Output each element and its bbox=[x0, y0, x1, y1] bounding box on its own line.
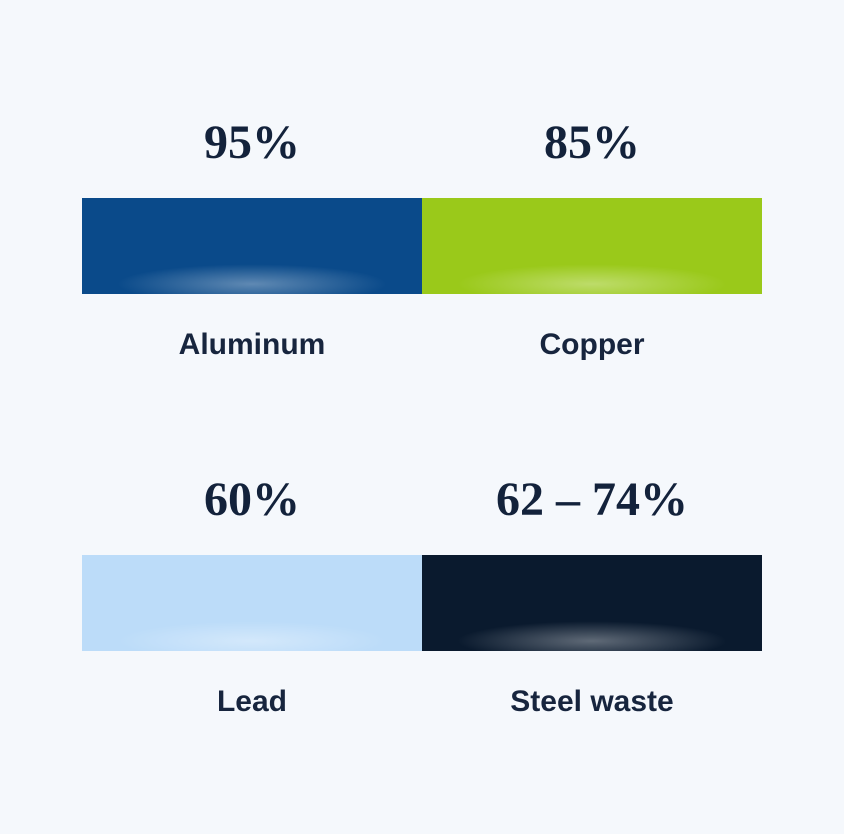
material-label: Aluminum bbox=[82, 328, 422, 362]
label-cell: Copper bbox=[422, 328, 762, 362]
cell-copper: 85% bbox=[422, 115, 762, 198]
percent-value: 95% bbox=[82, 115, 422, 170]
percent-value: 60% bbox=[82, 472, 422, 527]
bar-row bbox=[82, 198, 762, 294]
percent-pair: 60% 62 – 74% bbox=[82, 472, 762, 555]
cell-lead: 60% bbox=[82, 472, 422, 555]
material-label: Lead bbox=[82, 685, 422, 719]
cell-steel: 62 – 74% bbox=[422, 472, 762, 555]
cell-aluminum: 95% bbox=[82, 115, 422, 198]
label-cell: Steel waste bbox=[422, 685, 762, 719]
bar-aluminum bbox=[82, 198, 422, 294]
bar-row bbox=[82, 555, 762, 651]
infographic-row-2: 60% 62 – 74% Lead Steel waste bbox=[80, 472, 764, 719]
label-cell: Aluminum bbox=[82, 328, 422, 362]
infographic-row-1: 95% 85% Aluminum Copper bbox=[80, 115, 764, 362]
label-cell: Lead bbox=[82, 685, 422, 719]
material-label: Copper bbox=[422, 328, 762, 362]
material-label: Steel waste bbox=[422, 685, 762, 719]
bar-steel bbox=[422, 555, 762, 651]
percent-value: 85% bbox=[422, 115, 762, 170]
percent-value: 62 – 74% bbox=[422, 472, 762, 527]
label-pair: Lead Steel waste bbox=[82, 685, 762, 719]
bar-copper bbox=[422, 198, 762, 294]
label-pair: Aluminum Copper bbox=[82, 328, 762, 362]
bar-lead bbox=[82, 555, 422, 651]
percent-pair: 95% 85% bbox=[82, 115, 762, 198]
